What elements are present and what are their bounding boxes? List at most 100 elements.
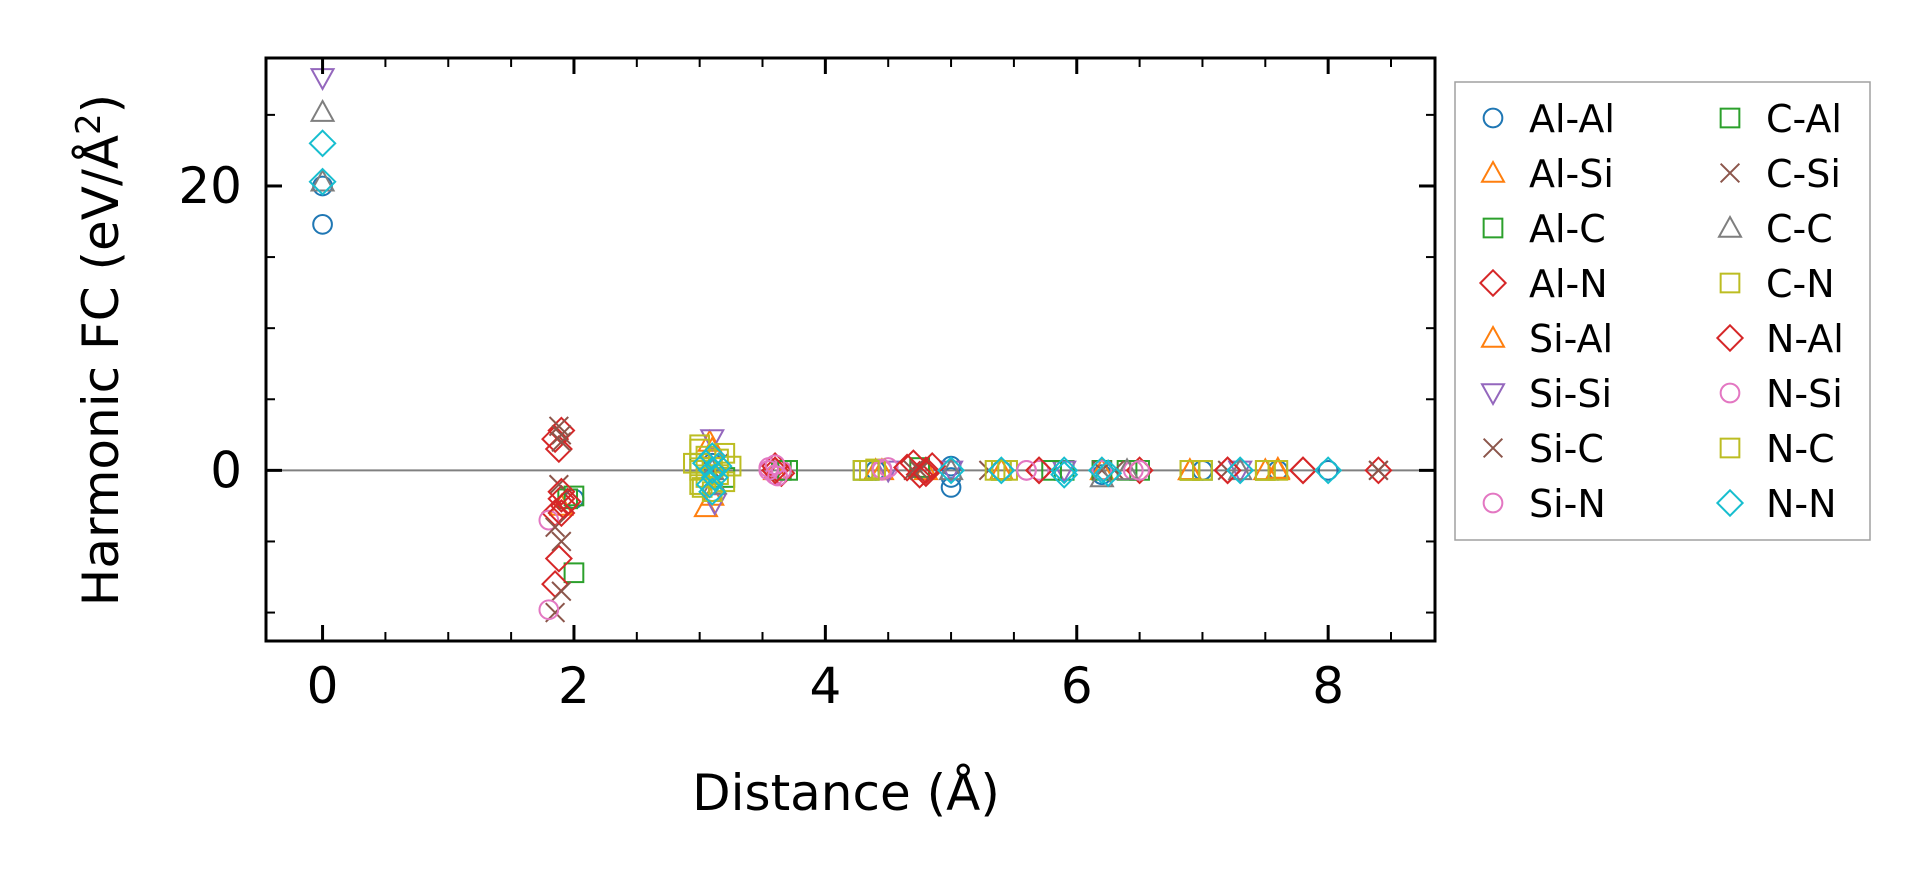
legend-label: Si-Al: [1529, 317, 1613, 361]
legend-marker: [1480, 383, 1506, 407]
legend-label: C-N: [1766, 262, 1835, 306]
axis-labels: Distance (Å) Harmonic FC (eV/Å2): [69, 94, 1000, 822]
data-point: [918, 452, 947, 481]
legend-label: C-Si: [1766, 152, 1841, 196]
legend-item: Si-C: [1482, 427, 1604, 471]
data-point: [905, 460, 934, 489]
data-point: [1094, 459, 1123, 488]
legend-marker: [1715, 323, 1745, 353]
data-point: [909, 460, 930, 481]
legend-marker: [1480, 159, 1506, 183]
legend-marker: [1719, 107, 1741, 129]
series-al-n: [541, 416, 1393, 599]
legend-marker: [1482, 492, 1504, 514]
data-point: [1129, 460, 1150, 481]
y-tick-label: 0: [210, 441, 242, 499]
data-point: [547, 498, 576, 528]
data-point: [936, 456, 966, 485]
data-point: [698, 477, 727, 506]
legend-marker: [1719, 272, 1741, 294]
data-point: [1267, 460, 1289, 481]
data-point: [551, 531, 572, 552]
data-point: [764, 454, 786, 476]
data-point: [544, 434, 573, 464]
series-c-c: [309, 98, 1253, 495]
data-point: [563, 562, 585, 584]
legend-marker: [1482, 217, 1504, 239]
x-tick-label: 6: [1061, 657, 1093, 715]
legend-item: Al-Si: [1480, 152, 1614, 196]
data-point: [698, 442, 727, 471]
series-n-n: [308, 129, 1343, 506]
data-point: [1314, 456, 1343, 485]
legend-label: Si-C: [1529, 427, 1604, 471]
legend-label: Al-Al: [1529, 97, 1615, 141]
legend-item: C-Al: [1719, 97, 1842, 141]
data-point: [308, 167, 337, 196]
x-axis-label: Distance (Å): [692, 764, 1000, 822]
legend-item: Si-Si: [1480, 372, 1612, 416]
y-tick-label: 20: [178, 157, 242, 215]
series-al-al: [312, 175, 1339, 510]
data-point: [1227, 457, 1253, 481]
x-tick-label: 2: [558, 657, 590, 715]
data-point: [871, 458, 893, 480]
series-si-c: [545, 416, 1389, 623]
data-point: [545, 517, 566, 538]
legend-label: N-Si: [1766, 372, 1843, 416]
legend-marker: [1715, 488, 1745, 518]
data-point: [1254, 460, 1276, 481]
legend: Al-Al Al-Si Al-C Al-N Si-Al Si-Si Si-C Si-N C-Al…: [1454, 81, 1871, 541]
data-point: [911, 459, 940, 488]
legend-label: N-N: [1766, 482, 1837, 526]
x-tick-label: 4: [809, 657, 841, 715]
legend-marker: [1478, 268, 1508, 298]
data-point: [1227, 460, 1253, 484]
data-point: [767, 465, 788, 487]
data-point: [893, 453, 922, 482]
data-point: [1213, 456, 1242, 485]
legend-marker: [1480, 324, 1506, 348]
data-point: [990, 460, 1012, 481]
series-si-n: [538, 457, 1144, 621]
series-n-si: [758, 454, 1150, 487]
data-point: [1364, 456, 1393, 485]
data-point: [1114, 457, 1140, 481]
x-tick-label: 0: [307, 657, 339, 715]
data-point: [698, 456, 727, 485]
legend-item: N-Al: [1715, 317, 1844, 361]
data-point: [553, 487, 582, 516]
data-point: [1024, 456, 1054, 485]
data-point: [551, 431, 572, 452]
legend-label: Si-Si: [1529, 372, 1612, 416]
data-point: [551, 581, 572, 602]
data-point: [689, 434, 711, 456]
data-point: [312, 175, 333, 197]
legend-marker: [1482, 437, 1504, 459]
data-point: [938, 460, 964, 484]
legend-label: C-C: [1766, 207, 1833, 251]
data-point: [544, 544, 573, 573]
data-point: [547, 477, 576, 506]
legend-box: [1454, 81, 1871, 541]
legend-item: C-N: [1719, 262, 1835, 306]
ticks: 0 2 4 6 8 0 20: [178, 58, 1435, 715]
data-point: [987, 456, 1016, 485]
data-point: [538, 509, 560, 531]
legend-item: Al-Al: [1482, 97, 1615, 141]
data-point: [859, 460, 880, 481]
data-point: [1288, 456, 1318, 485]
legend-label: N-Al: [1766, 317, 1844, 361]
data-point: [940, 477, 962, 498]
legend-item: Al-N: [1478, 262, 1608, 306]
legend-label: C-Al: [1766, 97, 1842, 141]
data-points: [308, 68, 1393, 623]
y-axis-label: Harmonic FC (eV/Å2): [69, 94, 130, 606]
series-n-al: [547, 452, 1318, 528]
legend-item: C-C: [1717, 207, 1833, 251]
legend-label: Al-Si: [1529, 152, 1614, 196]
legend-marker: [1717, 214, 1743, 238]
legend-item: N-Si: [1719, 372, 1843, 416]
